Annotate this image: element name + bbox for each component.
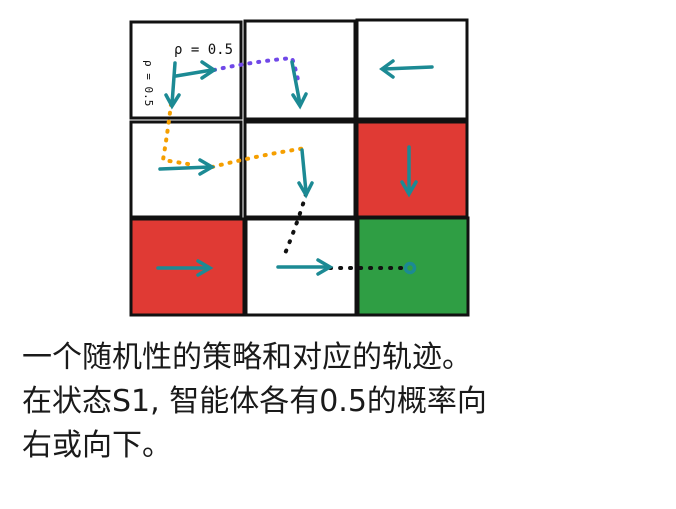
policy-arrows [156, 59, 434, 277]
label-prob-down: ρ = 0.5 [142, 60, 155, 106]
arrow-right-icon [174, 68, 214, 78]
figure-caption: 一个随机性的策略和对应的轨迹。 在状态S1, 智能体各有0.5的概率向 右或向下… [22, 336, 662, 468]
arrowhead-icon [198, 158, 216, 176]
cell-s5 [243, 120, 357, 219]
arrowhead-icon [400, 180, 418, 198]
arrowhead-icon [291, 92, 308, 110]
arrow-left-icon [382, 65, 434, 71]
cell-s6 [355, 120, 469, 219]
trajectory-paths [160, 55, 404, 270]
arrowhead-icon [379, 59, 395, 79]
arrow-right-icon [158, 165, 212, 171]
arrowhead-icon [200, 60, 218, 80]
caption-line-3: 右或向下。 [22, 428, 172, 463]
arrow-down-icon [300, 148, 308, 194]
caption-line-2: 在状态S1, 智能体各有0.5的概率向 [22, 384, 487, 419]
terminal-circle-icon [403, 261, 417, 275]
grid-cells [129, 18, 470, 317]
cell-s8 [244, 217, 358, 317]
trajectory-black [282, 192, 404, 270]
arrowhead-icon [297, 181, 314, 199]
grid-world-diagram: ρ = 0.5 ρ = 0.5 [129, 18, 470, 317]
arrow-down-icon [290, 60, 302, 106]
arrowhead-icon [196, 259, 214, 277]
arrow-down-icon [170, 61, 177, 106]
label-prob-right: ρ = 0.5 [174, 42, 233, 58]
arrowhead-icon [316, 258, 334, 276]
trajectory-orange [160, 102, 308, 169]
caption-line-1: 一个随机性的策略和对应的轨迹。 [22, 340, 472, 375]
arrowhead-icon [164, 93, 181, 110]
